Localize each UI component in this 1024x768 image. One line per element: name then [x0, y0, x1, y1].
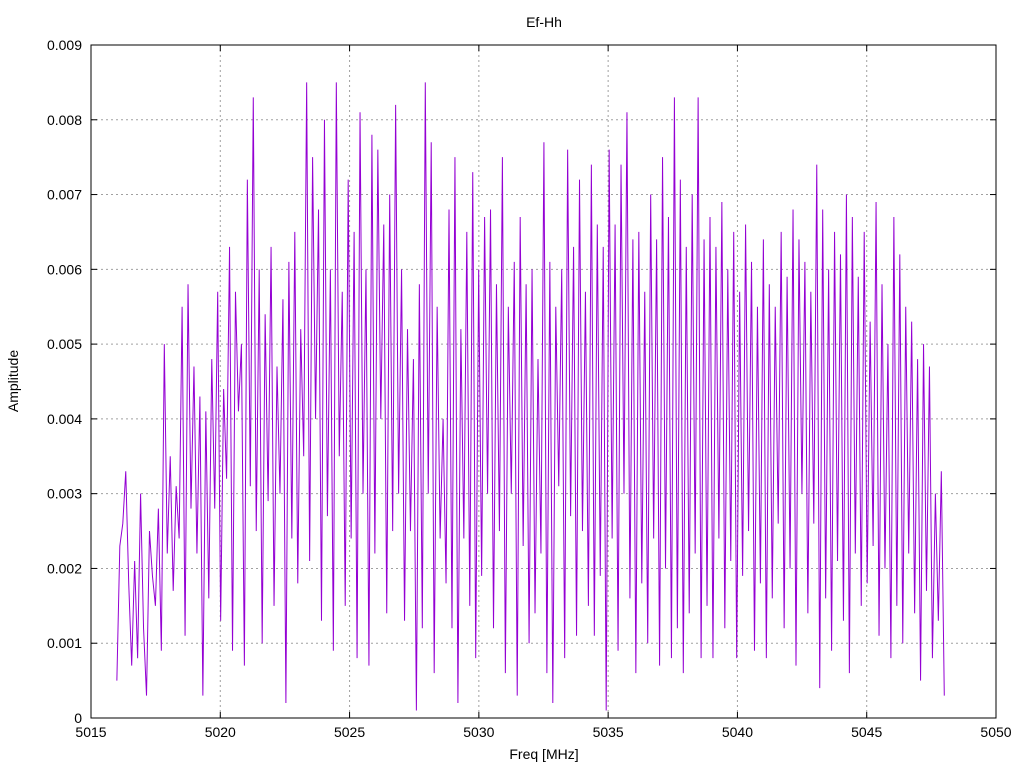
x-tick-labels: 5015 5020 5025 5030 5035 5040 5045 5050	[75, 724, 1011, 740]
x-tick-label: 5035	[593, 724, 624, 740]
x-tick-label: 5045	[851, 724, 882, 740]
x-tick-label: 5040	[722, 724, 753, 740]
tick-marks	[90, 44, 997, 719]
series-line-group	[116, 82, 945, 711]
chart-title: Ef-Hh	[526, 14, 562, 30]
x-tick-label: 5030	[463, 724, 494, 740]
x-tick-label: 5050	[980, 724, 1011, 740]
y-tick-label: 0.001	[47, 635, 82, 651]
y-tick-label: 0.009	[47, 37, 82, 53]
y-axis-label: Amplitude	[5, 350, 21, 412]
plot-frame	[90, 44, 997, 719]
y-tick-labels: 0 0.001 0.002 0.003 0.004 0.005 0.006 0.007 0.00…	[47, 37, 82, 726]
y-tick-label: 0.007	[47, 187, 82, 203]
x-tick-label: 5015	[75, 724, 106, 740]
x-tick-label: 5020	[205, 724, 236, 740]
y-tick-label: 0.005	[47, 336, 82, 352]
x-axis-label: Freq [MHz]	[509, 746, 578, 762]
x-tick-label: 5025	[334, 724, 365, 740]
y-tick-label: 0.004	[47, 411, 82, 427]
y-tick-label: 0.006	[47, 261, 82, 277]
y-tick-label: 0	[74, 710, 82, 726]
series-line	[116, 82, 945, 711]
y-tick-label: 0.003	[47, 486, 82, 502]
y-tick-label: 0.002	[47, 560, 82, 576]
y-tick-label: 0.008	[47, 112, 82, 128]
